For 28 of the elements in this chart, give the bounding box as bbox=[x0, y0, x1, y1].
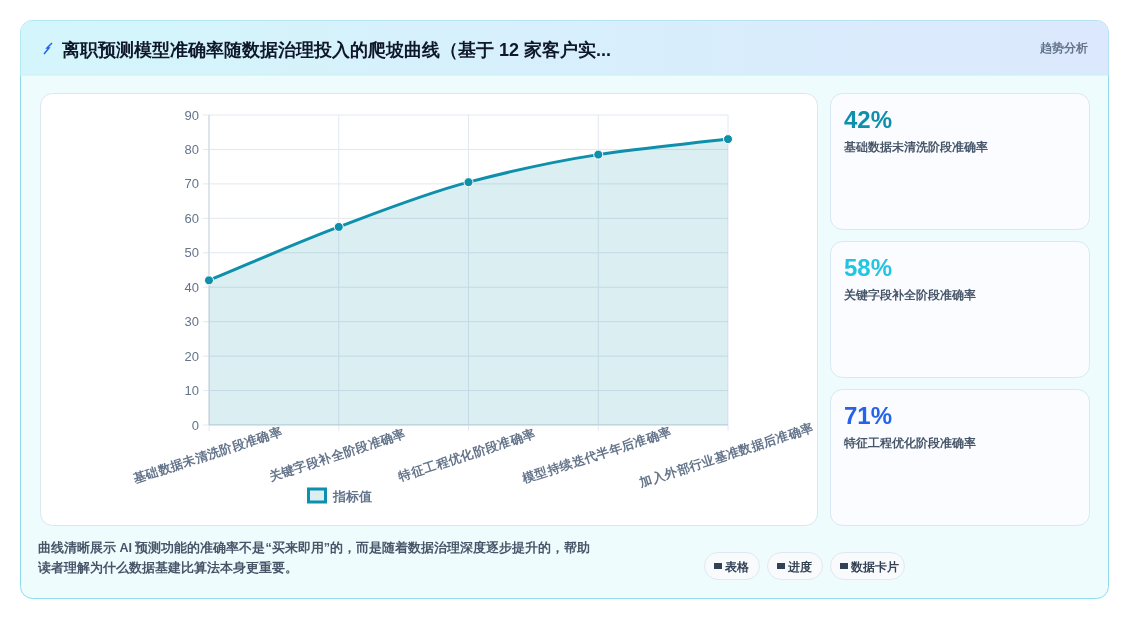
text: 趋势分析 bbox=[1039, 41, 1088, 55]
text: 42% bbox=[844, 105, 893, 133]
text: 数据卡片 bbox=[850, 559, 899, 574]
point bbox=[463, 177, 474, 188]
point bbox=[723, 134, 733, 145]
y-tick-label: 40 bbox=[184, 279, 199, 295]
y-tick-label: 50 bbox=[184, 245, 199, 261]
text: 特征工程优化阶段准确率 bbox=[843, 435, 976, 449]
point bbox=[204, 275, 214, 286]
y-tick-label: 60 bbox=[184, 210, 199, 226]
legend-label: 指标值 bbox=[331, 490, 372, 504]
point bbox=[333, 221, 344, 232]
text: 进度 bbox=[787, 559, 812, 573]
y-tick-label: 0 bbox=[191, 417, 199, 433]
y-tick-label: 90 bbox=[184, 107, 199, 123]
text: 58% bbox=[844, 253, 893, 281]
text: 表格 bbox=[724, 559, 750, 573]
y-tick-label: 80 bbox=[184, 141, 199, 157]
y-tick-label: 10 bbox=[184, 383, 199, 399]
text: 71% bbox=[844, 401, 893, 429]
y-tick-label: 30 bbox=[184, 314, 199, 330]
point bbox=[593, 149, 604, 160]
y-tick-label: 20 bbox=[184, 348, 199, 364]
text: 曲线清晰展示 AI 预测功能的准确率不是“买来即用”的，而是随着数据治理深度逐步提升的，帮助读者理解为什么数据基建比算法本身更重要。 bbox=[38, 539, 591, 577]
text: 关键字段补全阶段准确率 bbox=[843, 287, 976, 301]
text: 基础数据未清洗阶段准确率 bbox=[843, 139, 988, 154]
chart-title: 离职预测模型准确率随数据治理投入的爬坡曲线（基于 12 家客户实... bbox=[61, 40, 612, 60]
y-tick-label: 70 bbox=[184, 176, 199, 192]
